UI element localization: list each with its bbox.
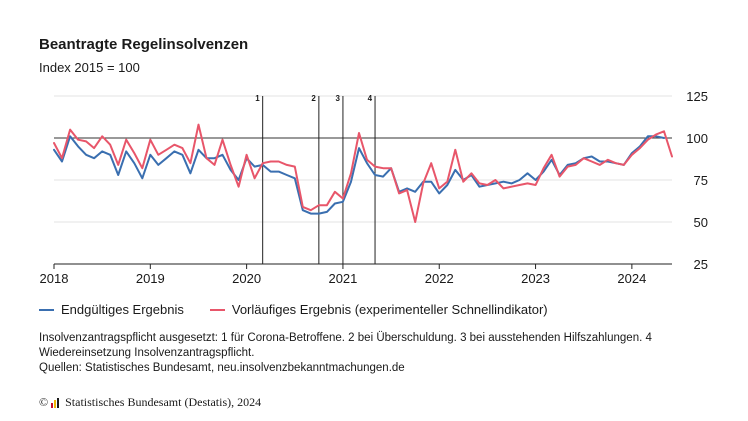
legend-label-preliminary: Vorläufiges Ergebnis (experimenteller Sc… (231, 302, 548, 317)
legend-label-final: Endgültiges Ergebnis (61, 302, 184, 317)
copyright-symbol: © (39, 395, 49, 409)
x-tick-label-2022: 2022 (425, 271, 454, 286)
x-tick-label-2021: 2021 (328, 271, 357, 286)
legend-item-preliminary: Vorläufiges Ergebnis (experimenteller Sc… (209, 302, 548, 317)
x-tick-label-2020: 2020 (232, 271, 261, 286)
line-chart: 25 50 75 100 125 1 2 3 4 2018 2019 2020 2021 2022 2023… (40, 89, 708, 286)
y-tick-label-100: 100 (686, 131, 708, 146)
note-sources: Quellen: Statistisches Bundesamt, neu.in… (39, 362, 405, 374)
y-tick-label-25: 25 (694, 257, 708, 272)
legend-swatch-final (39, 308, 54, 311)
chart-title: Beantragte Regelinsolvenzen (39, 36, 249, 53)
annotation-label-1: 1 (255, 94, 260, 103)
legend-swatch-preliminary (209, 308, 225, 311)
x-tick-label-2023: 2023 (521, 271, 550, 286)
chart-legend: Endgültiges Ergebnis Vorläufiges Ergebni… (39, 302, 574, 317)
y-tick-label-125: 125 (686, 89, 708, 104)
x-tick-label-2018: 2018 (40, 271, 69, 286)
chart-notes: Insolvenzantragspflicht ausgesetzt: 1 fü… (39, 331, 679, 376)
note-suspension: Insolvenzantragspflicht ausgesetzt: 1 fü… (39, 332, 652, 359)
annotation-label-4: 4 (368, 94, 373, 103)
series-line-final (53, 135, 665, 215)
x-tick-label-2019: 2019 (136, 271, 165, 286)
destatis-logo-icon (51, 397, 61, 408)
y-tick-label-50: 50 (694, 215, 708, 230)
y-tick-label-75: 75 (694, 173, 708, 188)
chart-subtitle: Index 2015 = 100 (39, 60, 140, 75)
legend-item-final: Endgültiges Ergebnis (39, 302, 184, 317)
copyright-text: Statistisches Bundesamt (Destatis), 2024 (65, 395, 262, 409)
x-tick-label-2024: 2024 (617, 271, 646, 286)
series-line-preliminary (53, 123, 673, 223)
annotation-label-2: 2 (311, 94, 316, 103)
annotation-label-3: 3 (335, 94, 340, 103)
copyright-footer: © Statistisches Bundesamt (Destatis), 20… (39, 395, 261, 410)
